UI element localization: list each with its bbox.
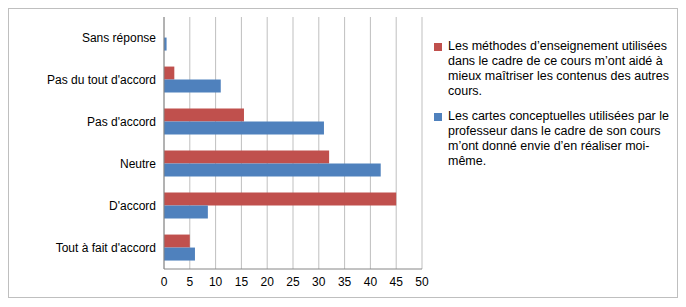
svg-text:50: 50 xyxy=(415,275,429,289)
svg-text:25: 25 xyxy=(286,275,300,289)
svg-text:Pas du tout d'accord: Pas du tout d'accord xyxy=(47,73,156,87)
svg-text:10: 10 xyxy=(209,275,223,289)
svg-text:40: 40 xyxy=(364,275,378,289)
svg-text:45: 45 xyxy=(390,275,404,289)
svg-text:20: 20 xyxy=(261,275,275,289)
html-text:Les méthodes d’enseignement ut: Les méthodes d’enseignement utilisées da… xyxy=(448,39,669,98)
svg-text:15: 15 xyxy=(235,275,249,289)
svg-text:Neutre: Neutre xyxy=(120,157,156,171)
svg-text:Sans réponse: Sans réponse xyxy=(82,31,156,45)
svg-text:D'accord: D'accord xyxy=(109,199,156,213)
svg-text:0: 0 xyxy=(161,275,168,289)
svg-text:5: 5 xyxy=(186,275,193,289)
html-text:Les cartes conceptuelles utili: Les cartes conceptuelles utilisées par l… xyxy=(448,109,669,168)
svg-text:Tout à fait d'accord: Tout à fait d'accord xyxy=(56,241,156,255)
svg-text:35: 35 xyxy=(338,275,352,289)
svg-text:Pas d'accord: Pas d'accord xyxy=(87,115,156,129)
svg-text:30: 30 xyxy=(312,275,326,289)
